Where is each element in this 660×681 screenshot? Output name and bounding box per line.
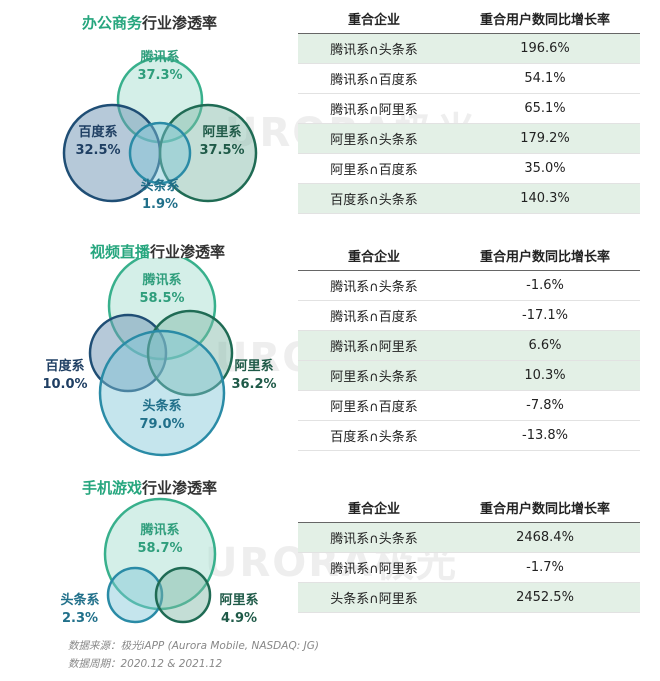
section-title: 手机游戏行业渗透率 <box>82 477 217 498</box>
table-cell-pair: 腾讯系∩阿里系 <box>298 330 450 361</box>
venn-label-tencent: 腾讯系 <box>139 49 179 65</box>
venn-value-toutiao: 2.3% <box>62 611 98 626</box>
venn-circle-toutiao <box>98 329 226 457</box>
table-cell-pair: 阿里系∩头条系 <box>298 360 450 391</box>
table-cell-rate: 35.0% <box>450 153 640 184</box>
table-cell-rate: -1.6% <box>450 270 640 301</box>
table-cell-rate: -17.1% <box>450 300 640 331</box>
venn-diagram-games: 腾讯系 58.7% 头条系 2.3% 阿里系 4.9% <box>60 497 259 626</box>
venn-value-tencent: 58.5% <box>139 291 184 306</box>
table-row: 阿里系∩头条系 10.3% <box>298 360 640 391</box>
table-row: 阿里系∩百度系 35.0% <box>298 153 640 184</box>
table-cell-pair: 腾讯系∩百度系 <box>298 63 450 94</box>
table-row: 腾讯系∩阿里系 65.1% <box>298 93 640 124</box>
data-source-note: 数据来源：极光iAPP (Aurora Mobile, NASDAQ: JG) <box>68 640 319 652</box>
table-cell-rate: 10.3% <box>450 360 640 391</box>
table-row: 阿里系∩百度系 -7.8% <box>298 390 640 421</box>
venn-label-alibaba: 阿里系 <box>202 124 241 140</box>
table-cell-rate: 65.1% <box>450 93 640 124</box>
venn-label-alibaba: 阿里系 <box>234 358 273 374</box>
table-cell-rate: 2468.4% <box>450 522 640 553</box>
section-title-highlight: 办公商务 <box>82 14 143 32</box>
table-row: 阿里系∩头条系 179.2% <box>298 123 640 154</box>
table-row: 腾讯系∩阿里系 6.6% <box>298 330 640 361</box>
table-cell-rate: -13.8% <box>450 420 640 451</box>
table-row: 腾讯系∩百度系 -17.1% <box>298 300 640 331</box>
table-cell-pair: 腾讯系∩头条系 <box>298 270 450 301</box>
venn-label-tencent: 腾讯系 <box>141 272 181 288</box>
table-cell-pair: 百度系∩头条系 <box>298 183 450 214</box>
venn-value-alibaba: 4.9% <box>221 611 257 626</box>
table-cell-rate: 140.3% <box>450 183 640 214</box>
table-header-growth: 重合用户数同比增长率 <box>450 492 640 523</box>
section-title-rest: 行业渗透率 <box>142 14 218 32</box>
venn-circle-toutiao <box>128 121 192 185</box>
venn-circle-baidu <box>88 313 168 393</box>
venn-value-toutiao: 79.0% <box>139 417 184 432</box>
venn-value-tencent: 58.7% <box>137 541 182 556</box>
venn-value-toutiao: 1.9% <box>142 197 178 212</box>
section-title-rest: 行业渗透率 <box>142 479 218 497</box>
overlap-table-games: 重合企业 重合用户数同比增长率 腾讯系∩头条系 2468.4% 腾讯系∩阿里系 -1… <box>298 492 640 613</box>
table-cell-pair: 腾讯系∩百度系 <box>298 300 450 331</box>
table-cell-pair: 百度系∩头条系 <box>298 420 450 451</box>
table-header-company: 重合企业 <box>298 3 450 34</box>
venn-value-tencent: 37.3% <box>137 68 182 83</box>
table-header-company: 重合企业 <box>298 240 450 271</box>
venn-label-toutiao: 头条系 <box>140 178 179 194</box>
table-row: 百度系∩头条系 -13.8% <box>298 420 640 451</box>
data-period-note: 数据周期：2020.12 & 2021.12 <box>68 658 223 670</box>
table-row: 腾讯系∩百度系 54.1% <box>298 63 640 94</box>
table-cell-pair: 头条系∩阿里系 <box>298 582 450 613</box>
table-header-growth: 重合用户数同比增长率 <box>450 3 640 34</box>
section-title: 办公商务行业渗透率 <box>82 12 217 33</box>
venn-label-tencent: 腾讯系 <box>139 522 179 538</box>
table-cell-pair: 腾讯系∩阿里系 <box>298 552 450 583</box>
table-cell-rate: 196.6% <box>450 33 640 64</box>
table-row: 腾讯系∩头条系 2468.4% <box>298 522 640 553</box>
table-row: 腾讯系∩阿里系 -1.7% <box>298 552 640 583</box>
venn-diagram-office: 腾讯系 37.3% 百度系 32.5% 阿里系 37.5% 头条系 1.9% <box>62 49 258 212</box>
section-title-highlight: 手机游戏 <box>82 479 143 497</box>
venn-circle-alibaba <box>158 103 258 203</box>
table-header-growth: 重合用户数同比增长率 <box>450 240 640 271</box>
venn-value-alibaba: 37.5% <box>199 143 244 158</box>
table-row: 百度系∩头条系 140.3% <box>298 183 640 214</box>
table-row: 腾讯系∩头条系 196.6% <box>298 33 640 64</box>
table-cell-pair: 腾讯系∩头条系 <box>298 522 450 553</box>
venn-value-alibaba: 36.2% <box>231 377 276 392</box>
venn-label-baidu: 百度系 <box>78 124 117 140</box>
table-cell-pair: 阿里系∩百度系 <box>298 390 450 421</box>
table-header-company: 重合企业 <box>298 492 450 523</box>
venn-diagram-video: 腾讯系 58.5% 百度系 10.0% 阿里系 36.2% 头条系 79.0% <box>42 258 277 457</box>
table-cell-pair: 阿里系∩百度系 <box>298 153 450 184</box>
venn-circle-toutiao <box>106 566 164 624</box>
table-cell-pair: 腾讯系∩头条系 <box>298 33 450 64</box>
table-cell-rate: -7.8% <box>450 390 640 421</box>
venn-label-toutiao: 头条系 <box>60 592 99 608</box>
venn-value-baidu: 32.5% <box>75 143 120 158</box>
table-cell-rate: 2452.5% <box>450 582 640 613</box>
overlap-table-video: 重合企业 重合用户数同比增长率 腾讯系∩头条系 -1.6% 腾讯系∩百度系 -17.… <box>298 240 640 451</box>
section-title-rest: 行业渗透率 <box>150 243 226 261</box>
table-cell-rate: 54.1% <box>450 63 640 94</box>
venn-label-toutiao: 头条系 <box>142 398 181 414</box>
overlap-table-office: 重合企业 重合用户数同比增长率 腾讯系∩头条系 196.6% 腾讯系∩百度系 54.… <box>298 3 640 214</box>
table-cell-pair: 腾讯系∩阿里系 <box>298 93 450 124</box>
table-row: 头条系∩阿里系 2452.5% <box>298 582 640 613</box>
venn-label-alibaba: 阿里系 <box>219 592 258 608</box>
venn-circle-alibaba <box>154 566 212 624</box>
table-cell-pair: 阿里系∩头条系 <box>298 123 450 154</box>
table-cell-rate: 179.2% <box>450 123 640 154</box>
section-title: 视频直播行业渗透率 <box>90 241 225 262</box>
table-row: 腾讯系∩头条系 -1.6% <box>298 270 640 301</box>
table-cell-rate: 6.6% <box>450 330 640 361</box>
table-cell-rate: -1.7% <box>450 552 640 583</box>
venn-value-baidu: 10.0% <box>42 377 87 392</box>
venn-label-baidu: 百度系 <box>45 358 84 374</box>
section-title-highlight: 视频直播 <box>90 243 151 261</box>
